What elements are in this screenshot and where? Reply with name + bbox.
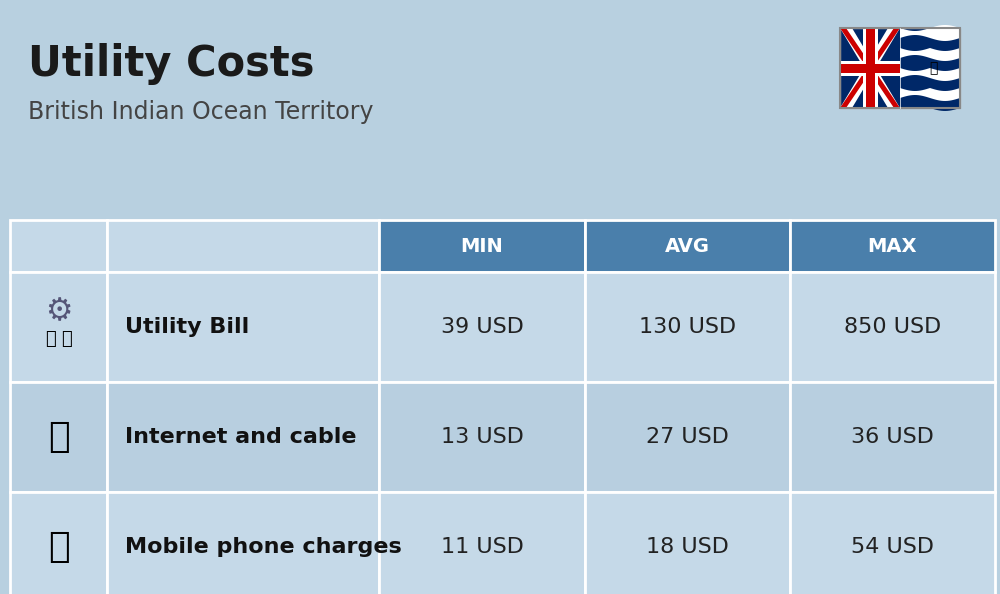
Polygon shape xyxy=(840,28,900,108)
Text: 39 USD: 39 USD xyxy=(441,317,523,337)
Bar xyxy=(840,61,900,75)
Bar xyxy=(10,220,107,272)
Text: 36 USD: 36 USD xyxy=(851,427,934,447)
Bar xyxy=(107,272,379,382)
Bar xyxy=(790,220,995,272)
Bar xyxy=(840,28,960,108)
Bar xyxy=(379,272,585,382)
Polygon shape xyxy=(900,85,960,101)
Polygon shape xyxy=(900,45,960,61)
Text: 54 USD: 54 USD xyxy=(851,537,934,557)
Bar xyxy=(10,382,107,492)
Bar xyxy=(585,220,790,272)
Bar xyxy=(790,382,995,492)
Bar xyxy=(10,272,107,382)
Text: AVG: AVG xyxy=(665,236,710,255)
Text: 💧: 💧 xyxy=(61,330,72,348)
Bar xyxy=(790,272,995,382)
Text: Utility Bill: Utility Bill xyxy=(125,317,250,337)
Polygon shape xyxy=(840,28,900,108)
Polygon shape xyxy=(900,75,960,91)
Text: ⚙: ⚙ xyxy=(45,298,72,327)
Bar xyxy=(840,28,960,108)
Text: British Indian Ocean Territory: British Indian Ocean Territory xyxy=(28,100,374,124)
Polygon shape xyxy=(840,28,900,108)
Text: MIN: MIN xyxy=(461,236,503,255)
Polygon shape xyxy=(900,95,960,111)
Bar xyxy=(866,28,874,108)
Bar xyxy=(10,492,107,594)
Bar xyxy=(585,492,790,594)
Bar xyxy=(862,28,878,108)
Bar xyxy=(107,492,379,594)
Bar xyxy=(379,220,585,272)
Polygon shape xyxy=(840,28,900,108)
Bar xyxy=(107,220,379,272)
Text: 11 USD: 11 USD xyxy=(441,537,523,557)
Text: 📶: 📶 xyxy=(48,420,70,454)
Bar xyxy=(585,382,790,492)
Text: 🔌: 🔌 xyxy=(45,330,56,348)
Polygon shape xyxy=(900,25,960,41)
Polygon shape xyxy=(900,55,960,71)
Bar xyxy=(107,382,379,492)
Text: Internet and cable: Internet and cable xyxy=(125,427,357,447)
Bar xyxy=(840,64,900,72)
Bar xyxy=(790,492,995,594)
Polygon shape xyxy=(900,65,960,81)
Polygon shape xyxy=(900,35,960,51)
Text: 13 USD: 13 USD xyxy=(441,427,523,447)
Bar xyxy=(379,382,585,492)
Text: 📱: 📱 xyxy=(48,530,70,564)
Text: 27 USD: 27 USD xyxy=(646,427,729,447)
Text: Mobile phone charges: Mobile phone charges xyxy=(125,537,402,557)
Text: MAX: MAX xyxy=(868,236,917,255)
Text: 130 USD: 130 USD xyxy=(639,317,736,337)
Text: 18 USD: 18 USD xyxy=(646,537,729,557)
Text: 🌴: 🌴 xyxy=(929,61,938,75)
Bar xyxy=(379,492,585,594)
Bar xyxy=(585,272,790,382)
Text: Utility Costs: Utility Costs xyxy=(28,43,314,85)
Text: 850 USD: 850 USD xyxy=(844,317,941,337)
